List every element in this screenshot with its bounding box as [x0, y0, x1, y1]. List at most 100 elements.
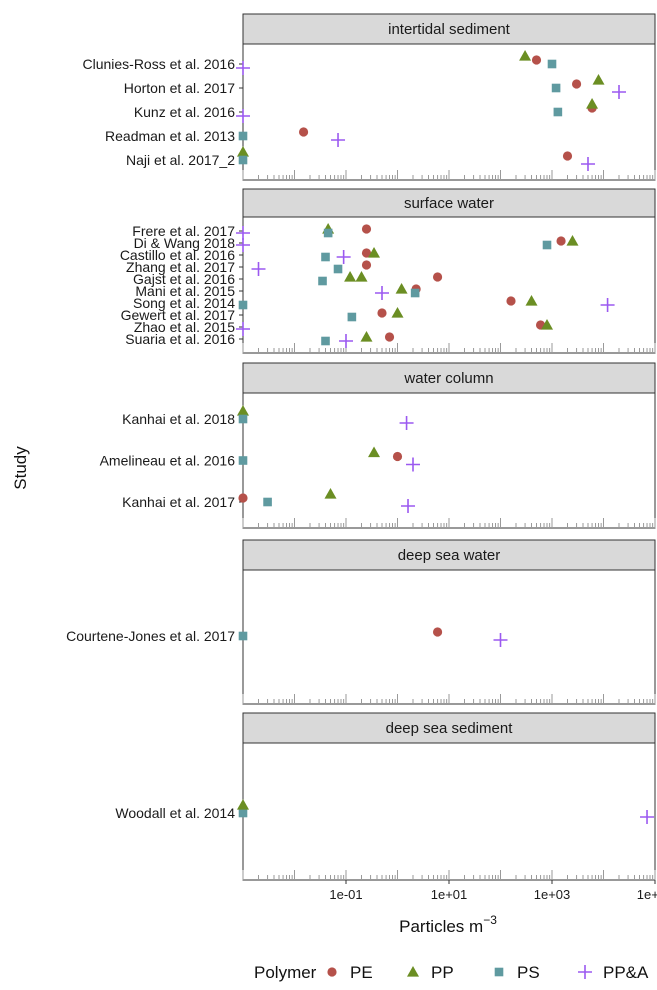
point-pp: [592, 74, 605, 85]
point-ppaa: [236, 238, 250, 252]
point-ppaa: [401, 499, 416, 513]
study-label: Castillo et al. 2016: [120, 247, 235, 263]
legend-item-ps: PS: [494, 963, 540, 982]
point-ps: [347, 312, 357, 322]
y-axis-title: Study: [11, 446, 30, 490]
plot-area: [242, 569, 656, 705]
point-pp: [368, 247, 381, 258]
point-pe: [298, 127, 309, 137]
point-ps: [238, 414, 248, 424]
data-points: [237, 405, 421, 513]
facet-strip: [242, 539, 656, 571]
point-pe: [361, 248, 372, 258]
study-label: Zhao et al. 2015: [134, 319, 235, 335]
point-pe: [392, 451, 403, 462]
study-label: Horton et al. 2017: [124, 80, 236, 96]
x-tick-label: 1e-01: [329, 887, 362, 902]
facet-panels: intertidal sediment Clunies-Ross et al. 2…: [66, 13, 656, 881]
facet-strip: [242, 362, 656, 394]
point-pe: [571, 79, 582, 89]
facet-title: water column: [403, 370, 493, 387]
panel-water-column: water column Kanhai et al. 2018 Amelineau …: [100, 362, 656, 529]
point-pe: [238, 493, 248, 503]
point-pp: [237, 405, 249, 416]
study-label: Amelineau et al. 2016: [100, 453, 236, 469]
plot-area: [242, 216, 656, 354]
point-pe: [506, 296, 516, 306]
point-ppaa: [399, 416, 414, 430]
legend-key-square: [494, 967, 504, 977]
point-pe: [361, 224, 372, 234]
panel-deep-sea-water: deep sea water Courtene-Jones et al. 2017: [66, 539, 656, 705]
x-tick-label: 1e+01: [431, 887, 468, 902]
point-ps: [333, 264, 343, 274]
point-ps: [323, 228, 333, 238]
x-axis-title: Particles m−3: [399, 913, 497, 936]
point-ps: [263, 497, 272, 507]
facet-strip: [242, 13, 656, 45]
legend-label: PP&A: [603, 963, 649, 982]
study-label: Gajst et al. 2016: [133, 271, 235, 287]
point-pp: [344, 271, 357, 282]
point-pp: [525, 295, 538, 306]
point-ppaa: [236, 109, 250, 123]
point-ppaa: [339, 334, 353, 348]
study-label: Kanhai et al. 2017: [122, 494, 235, 510]
point-ppaa: [493, 633, 508, 647]
point-ps: [238, 808, 248, 818]
log-ticks: [242, 518, 656, 528]
point-ps: [321, 336, 330, 346]
data-points: [237, 799, 655, 824]
study-label: Gewert et al. 2017: [121, 307, 236, 323]
point-ps: [238, 131, 248, 141]
point-pp: [586, 98, 599, 109]
point-ps: [410, 288, 420, 298]
study-label: Suaria et al. 2016: [125, 331, 235, 347]
point-ppaa: [612, 85, 627, 99]
point-pp: [368, 446, 381, 458]
point-ps: [318, 276, 327, 286]
point-pe: [531, 55, 542, 65]
point-pe: [377, 308, 387, 318]
point-pp: [324, 488, 337, 499]
study-label: Readman et al. 2013: [105, 128, 235, 144]
study-label: Mani et al. 2015: [135, 283, 235, 299]
data-points: [236, 223, 615, 348]
point-ps: [542, 240, 552, 250]
point-pp: [395, 283, 408, 294]
point-ppaa: [406, 457, 421, 472]
point-ppaa: [600, 298, 615, 312]
point-ppaa: [331, 133, 346, 147]
point-ppaa: [580, 157, 595, 171]
log-ticks: [242, 694, 656, 704]
plot-area: [242, 742, 656, 881]
data-points: [236, 50, 627, 171]
point-pp: [355, 271, 368, 282]
legend-items: PE PP PS PP&A: [327, 963, 649, 982]
study-label: Clunies-Ross et al. 2016: [82, 56, 235, 72]
facet-strip: [242, 188, 656, 218]
plot-area: [242, 392, 656, 529]
point-pp: [519, 50, 532, 61]
study-label: Zhang et al. 2017: [126, 259, 235, 275]
legend-label: PS: [517, 963, 540, 982]
study-label: Naji et al. 2017_2: [126, 152, 235, 168]
point-pe: [361, 260, 372, 270]
legend-item-pp: PP: [407, 963, 454, 982]
data-points: [238, 627, 508, 647]
point-ps: [238, 456, 248, 465]
point-ps: [547, 59, 557, 69]
point-pe: [384, 332, 395, 342]
point-pp: [566, 235, 579, 246]
log-ticks: [242, 870, 656, 880]
point-ppaa: [251, 262, 266, 276]
log-ticks: [242, 170, 656, 180]
point-ppaa: [236, 61, 250, 75]
panel-deep-sea-sediment: deep sea sediment Woodall et al. 2014: [115, 712, 656, 881]
point-ps: [238, 300, 248, 310]
legend-label: PE: [350, 963, 373, 982]
point-ppaa: [236, 226, 250, 240]
log-ticks: [242, 343, 656, 353]
study-label: Kunz et al. 2016: [134, 104, 235, 120]
